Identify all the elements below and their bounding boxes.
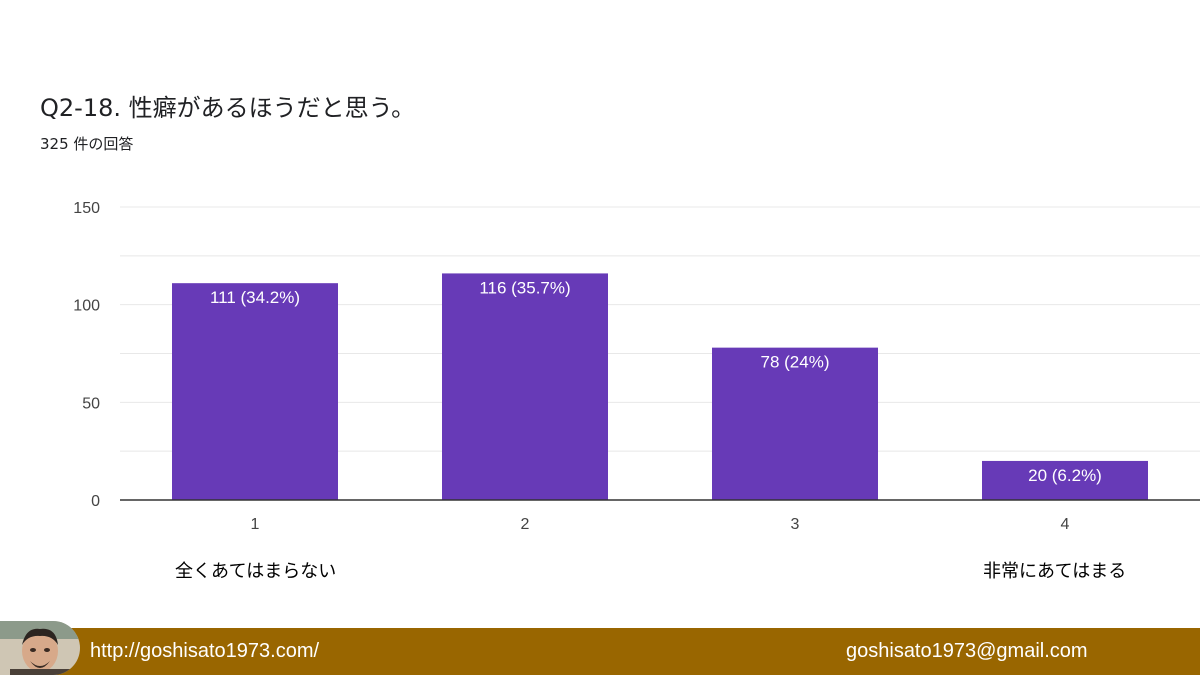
bar-chart: 0 50 100 150 111 (34.2%) 1 116 (35.7%) 2 78 (24%… bbox=[73, 200, 1200, 533]
y-tick-label: 100 bbox=[73, 298, 100, 315]
question-title: Q2-18. 性癖があるほうだと思う。 bbox=[40, 94, 416, 122]
y-tick-label: 150 bbox=[73, 200, 100, 217]
y-tick-label: 0 bbox=[91, 493, 100, 510]
bar-data-label: 78 (24%) bbox=[761, 353, 830, 372]
footer-bar bbox=[0, 628, 1200, 675]
scale-low-label: 全くあてはまらない bbox=[175, 561, 337, 582]
footer-url[interactable]: http://goshisato1973.com/ bbox=[90, 640, 320, 662]
bar-data-label: 111 (34.2%) bbox=[210, 288, 300, 307]
bar-data-label: 20 (6.2%) bbox=[1028, 466, 1102, 485]
x-tick-label: 3 bbox=[791, 516, 800, 533]
bar bbox=[712, 347, 878, 500]
bar bbox=[172, 283, 338, 500]
scale-high-label: 非常にあてはまる bbox=[983, 561, 1127, 582]
x-tick-label: 4 bbox=[1061, 516, 1070, 533]
author-avatar bbox=[0, 621, 80, 675]
footer-email[interactable]: goshisato1973@gmail.com bbox=[846, 640, 1088, 662]
response-count: 325 件の回答 bbox=[40, 135, 134, 153]
x-tick-label: 1 bbox=[251, 516, 260, 533]
bar bbox=[982, 460, 1148, 500]
bar bbox=[442, 273, 608, 500]
y-tick-label: 50 bbox=[82, 395, 100, 412]
x-tick-label: 2 bbox=[521, 516, 530, 533]
bar-data-label: 116 (35.7%) bbox=[479, 278, 570, 297]
